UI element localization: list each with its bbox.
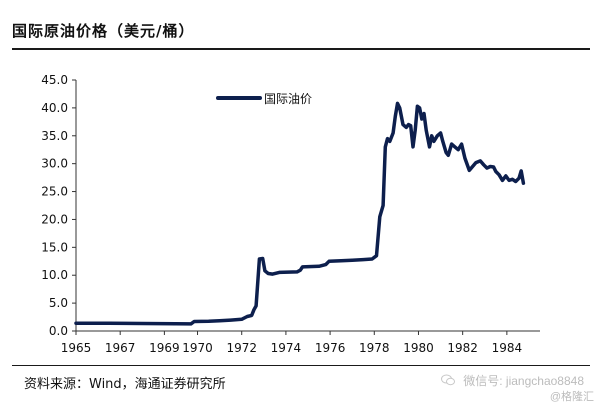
y-tick-label: 10.0 bbox=[41, 268, 68, 282]
source-divider bbox=[12, 365, 590, 366]
x-tick-label: 1969 bbox=[149, 341, 180, 355]
y-tick-label: 40.0 bbox=[41, 101, 68, 115]
watermark-account: 微信号: jiangchao8848 bbox=[463, 374, 584, 388]
y-tick-label: 20.0 bbox=[41, 212, 68, 226]
watermark-brand: @格隆汇 bbox=[549, 391, 594, 403]
title-divider bbox=[12, 48, 590, 50]
x-tick-label: 1984 bbox=[492, 341, 523, 355]
wechat-icon bbox=[441, 374, 455, 386]
x-tick-label: 1970 bbox=[182, 341, 213, 355]
x-tick-label: 1965 bbox=[61, 341, 92, 355]
y-tick-label: 35.0 bbox=[41, 129, 68, 143]
y-tick-label: 0.0 bbox=[49, 324, 68, 338]
y-tick-label: 5.0 bbox=[49, 296, 68, 310]
oil-price-line bbox=[74, 101, 526, 326]
x-tick-label: 1978 bbox=[359, 341, 390, 355]
y-tick-label: 25.0 bbox=[41, 185, 68, 199]
chart-axes bbox=[75, 80, 540, 332]
x-tick-label: 1982 bbox=[447, 341, 478, 355]
chart-series bbox=[74, 101, 526, 326]
legend-label: 国际油价 bbox=[264, 92, 312, 106]
y-tick-label: 30.0 bbox=[41, 157, 68, 171]
chart-legend: 国际油价 bbox=[216, 92, 312, 106]
chart-title: 国际原油价格（美元/桶） bbox=[12, 22, 195, 40]
y-axis-ticks: 0.0 5.0 10.0 15.0 20.0 25.0 30.0 35.0 40.0 45.0 bbox=[41, 73, 76, 338]
x-tick-label: 1980 bbox=[403, 341, 434, 355]
y-tick-label: 45.0 bbox=[41, 73, 68, 87]
x-tick-label: 1972 bbox=[226, 341, 257, 355]
x-tick-label: 1967 bbox=[105, 341, 136, 355]
y-tick-label: 15.0 bbox=[41, 240, 68, 254]
x-axis-ticks: 1965 1967 1969 1970 1972 1974 1976 1978 1980 1982… bbox=[61, 331, 522, 355]
x-tick-label: 1976 bbox=[315, 341, 346, 355]
source-note: 资料来源：Wind，海通证券研究所 bbox=[24, 377, 226, 392]
x-tick-label: 1974 bbox=[271, 341, 302, 355]
